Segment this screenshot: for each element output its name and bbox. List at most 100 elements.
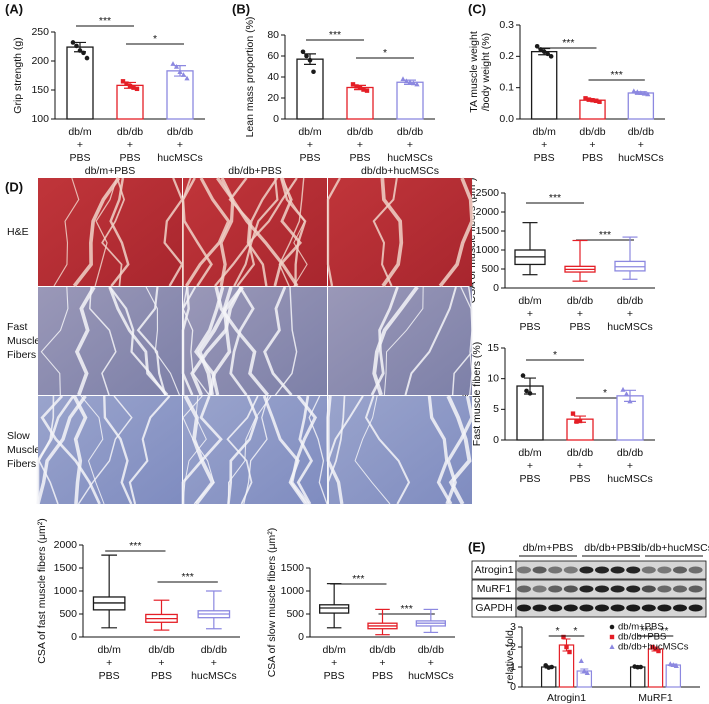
row-label: Fibers: [7, 458, 36, 470]
x-tick-label: PBS: [372, 670, 393, 682]
x-tick-label: PBS: [534, 152, 555, 164]
blot-band: [532, 566, 547, 574]
blot-band: [610, 585, 625, 593]
tissue-gap: [214, 286, 270, 397]
tissue-gap: [227, 395, 259, 505]
data-point: [574, 419, 579, 424]
y-tick-label: 0: [493, 434, 499, 446]
tissue-gap: [89, 286, 117, 396]
y-tick-label: 20: [267, 92, 279, 104]
tissue-gap: [278, 177, 305, 287]
bar: [627, 92, 655, 120]
tissue-gap: [383, 286, 424, 396]
tissue-gap: [40, 395, 101, 505]
row-label: Muscle: [7, 444, 40, 456]
blot-band: [532, 604, 547, 612]
y-tick-label: 2: [510, 641, 516, 653]
lane-group-label: db/db+PBS: [584, 542, 637, 554]
blot-band: [563, 585, 578, 593]
data-point: [403, 78, 410, 84]
significance-label: ***: [129, 540, 141, 552]
data-point: [597, 99, 602, 104]
x-tick-label: +: [77, 139, 83, 151]
data-point: [361, 87, 366, 92]
x-tick-label: db/db: [167, 126, 193, 138]
data-point: [667, 661, 673, 666]
data-point: [170, 61, 176, 66]
tissue-gap: [326, 177, 341, 287]
x-tick-label: PBS: [519, 473, 540, 485]
data-point: [623, 391, 630, 396]
tissue-gap: [274, 286, 298, 396]
bar: [396, 81, 424, 120]
significance-label: ***: [182, 571, 194, 583]
bar: [166, 70, 194, 120]
x-tick-label: PBS: [569, 321, 590, 333]
micrograph: [328, 287, 472, 395]
y-tick-label: 100: [31, 113, 49, 125]
y-tick-label: 0: [510, 681, 516, 693]
tissue-gap: [109, 177, 130, 287]
blot-band: [548, 604, 563, 612]
significance-label: ***: [329, 29, 341, 41]
tissue-gap: [181, 286, 194, 396]
data-point: [414, 81, 420, 87]
data-point: [304, 53, 309, 59]
tissue-gap: [438, 177, 474, 288]
y-tick-label: 500: [59, 608, 77, 620]
tissue-gap: [243, 395, 269, 505]
tissue-gap: [354, 395, 391, 505]
tissue-gap: [145, 286, 180, 396]
tissue-gap: [233, 177, 279, 287]
x-tick-label: PBS: [99, 670, 120, 682]
data-point: [350, 82, 356, 87]
blot-band: [548, 585, 563, 593]
significance-label: ***: [352, 573, 364, 585]
tissue-gap: [296, 395, 314, 505]
y-tick-label: 15: [487, 342, 499, 354]
data-point: [74, 43, 79, 49]
y-tick-label: 0.0: [499, 113, 514, 125]
blot-band: [641, 604, 656, 612]
tissue-gap: [427, 395, 453, 505]
x-tick-label: PBS: [119, 152, 140, 164]
tissue-gap: [263, 286, 293, 396]
tissue-gap: [226, 395, 259, 505]
x-tick-label: db/db: [579, 126, 605, 138]
x-tick-label: Atrogin1: [547, 692, 586, 704]
x-tick-label: +: [577, 460, 583, 472]
data-point: [590, 98, 595, 103]
x-tick-label: db/db: [369, 644, 395, 656]
x-tick-label: PBS: [151, 670, 172, 682]
x-tick-label: +: [357, 139, 363, 151]
data-point: [127, 83, 133, 89]
data-point: [81, 50, 86, 56]
tissue-gap: [185, 177, 231, 287]
x-tick-label: hucMSCs: [607, 473, 653, 485]
x-tick-label: db/m: [68, 126, 92, 138]
y-tick-label: 1000: [281, 585, 305, 597]
blot-band: [626, 604, 641, 612]
data-point: [400, 76, 406, 82]
tissue-gap: [108, 286, 169, 396]
lane-group-label: db/m+PBS: [523, 542, 574, 554]
blot-band: [657, 585, 672, 593]
blot-band: [673, 604, 687, 612]
x-tick-label: +: [331, 657, 337, 669]
box: [319, 604, 350, 614]
x-tick-label: +: [428, 657, 434, 669]
data-point: [364, 88, 370, 93]
x-tick-label: MuRF1: [638, 692, 673, 704]
data-point: [653, 646, 658, 652]
blot-band: [657, 604, 672, 612]
x-tick-label: +: [577, 308, 583, 320]
column-label: db/db+PBS: [228, 165, 281, 177]
tissue-gap: [262, 395, 307, 505]
data-point: [586, 97, 592, 102]
data-point: [77, 48, 83, 53]
y-axis-title: CSA of slow muscle fibers (μm²): [266, 528, 278, 678]
data-point: [578, 658, 584, 663]
tissue-gap: [163, 177, 184, 287]
x-tick-label: db/db: [201, 644, 227, 656]
y-tick-label: 0: [273, 113, 279, 125]
